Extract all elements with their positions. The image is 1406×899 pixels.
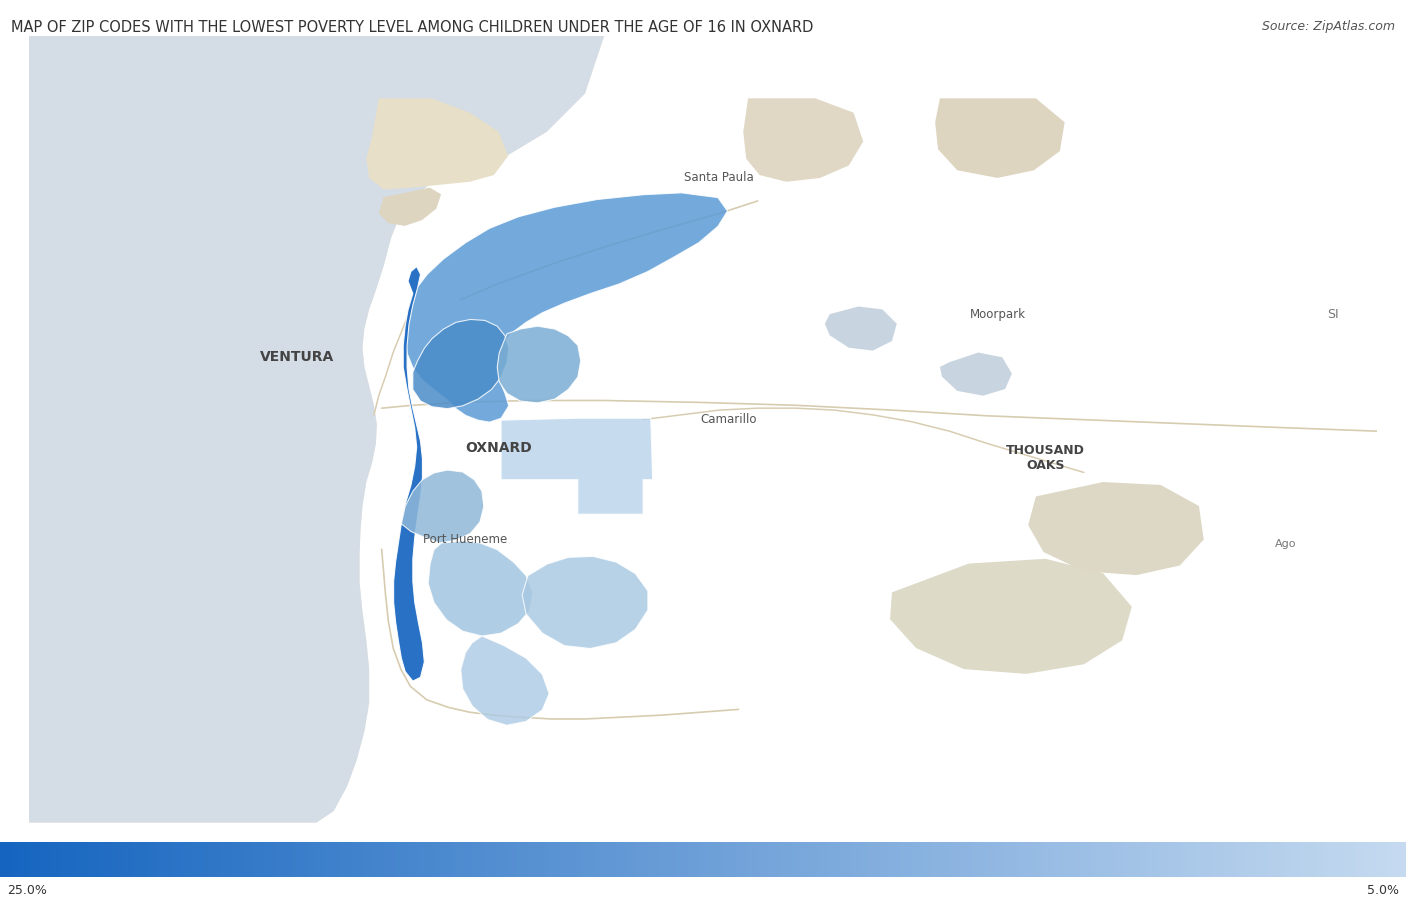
Text: VENTURA: VENTURA — [260, 351, 335, 364]
Text: MAP OF ZIP CODES WITH THE LOWEST POVERTY LEVEL AMONG CHILDREN UNDER THE AGE OF 1: MAP OF ZIP CODES WITH THE LOWEST POVERTY… — [11, 20, 814, 35]
Text: Moorpark: Moorpark — [970, 307, 1025, 321]
Text: Port Hueneme: Port Hueneme — [423, 533, 508, 546]
Text: OXNARD: OXNARD — [465, 441, 531, 456]
Text: SI: SI — [1327, 307, 1339, 321]
Text: Camarillo: Camarillo — [700, 414, 758, 426]
Text: Santa Paula: Santa Paula — [685, 172, 754, 184]
Text: THOUSAND
OAKS: THOUSAND OAKS — [1007, 444, 1085, 472]
Text: Ago: Ago — [1275, 539, 1296, 549]
Text: 25.0%: 25.0% — [7, 885, 46, 897]
Text: Source: ZipAtlas.com: Source: ZipAtlas.com — [1261, 20, 1395, 32]
Text: 5.0%: 5.0% — [1367, 885, 1399, 897]
